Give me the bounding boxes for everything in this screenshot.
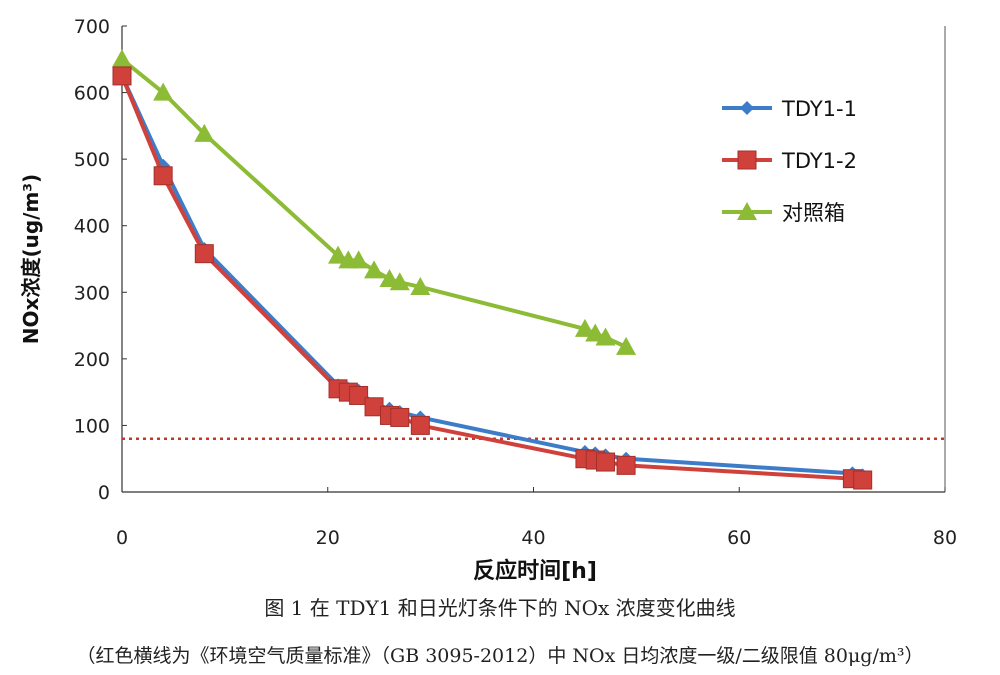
figure-note: （红色横线为《环境空气质量标准》（GB 3095-2012）中 NOx 日均浓度…	[76, 645, 924, 667]
y-tick-label: 400	[74, 216, 110, 238]
x-tick-label: 40	[521, 527, 545, 549]
figure-caption: 图 1 在 TDY1 和日光灯条件下的 NOx 浓度变化曲线	[264, 596, 736, 620]
x-tick-label: 80	[933, 527, 957, 549]
data-point-TDY1-2	[616, 455, 636, 475]
data-point-TDY1-2	[410, 415, 430, 435]
y-tick-label: 700	[74, 16, 110, 38]
data-point-对照箱	[585, 323, 606, 342]
y-tick-label: 500	[74, 149, 110, 171]
data-point-对照箱	[574, 318, 595, 337]
y-tick-label: 200	[74, 349, 110, 371]
series-line-对照箱	[120, 57, 627, 349]
legend-label: TDY1-2	[781, 149, 857, 173]
legend-marker	[737, 150, 757, 170]
y-tick-label: 300	[74, 282, 110, 304]
y-tick-label: 600	[74, 83, 110, 105]
x-axis-label: 反应时间[h]	[473, 558, 597, 584]
data-point-对照箱	[389, 272, 410, 291]
data-point-对照箱	[153, 82, 174, 101]
line-chart: 0 100 200 300 400 500 600 700 0 20 40 60 80 反应时间[h] NO…	[19, 16, 957, 584]
legend-label: 对照箱	[782, 201, 845, 225]
data-point-TDY1-2	[349, 385, 369, 405]
x-tick-label: 60	[727, 527, 751, 549]
series-line-TDY1-1	[120, 75, 864, 478]
data-point-对照箱	[595, 327, 616, 346]
legend-label: TDY1-1	[781, 97, 857, 121]
y-tick-label: 100	[74, 415, 110, 437]
data-point-对照箱	[364, 260, 385, 279]
x-tick-label: 20	[316, 527, 340, 549]
legend-marker	[740, 101, 754, 115]
data-point-对照箱	[410, 276, 431, 295]
data-point-TDY1-2	[194, 244, 214, 264]
x-tick-label: 0	[116, 527, 128, 549]
data-point-对照箱	[112, 49, 132, 68]
legend-marker	[737, 202, 757, 220]
data-point-TDY1-2	[853, 470, 873, 490]
data-point-对照箱	[194, 123, 215, 142]
data-point-TDY1-2	[153, 166, 173, 186]
data-point-TDY1-2	[596, 452, 616, 472]
data-point-对照箱	[328, 245, 349, 264]
data-point-对照箱	[348, 250, 369, 269]
y-axis-label: NOx浓度(ug/m³)	[19, 174, 43, 344]
y-tick-label: 0	[98, 482, 110, 504]
data-point-TDY1-2	[112, 66, 132, 86]
data-point-对照箱	[616, 336, 637, 355]
data-point-TDY1-2	[390, 407, 410, 427]
